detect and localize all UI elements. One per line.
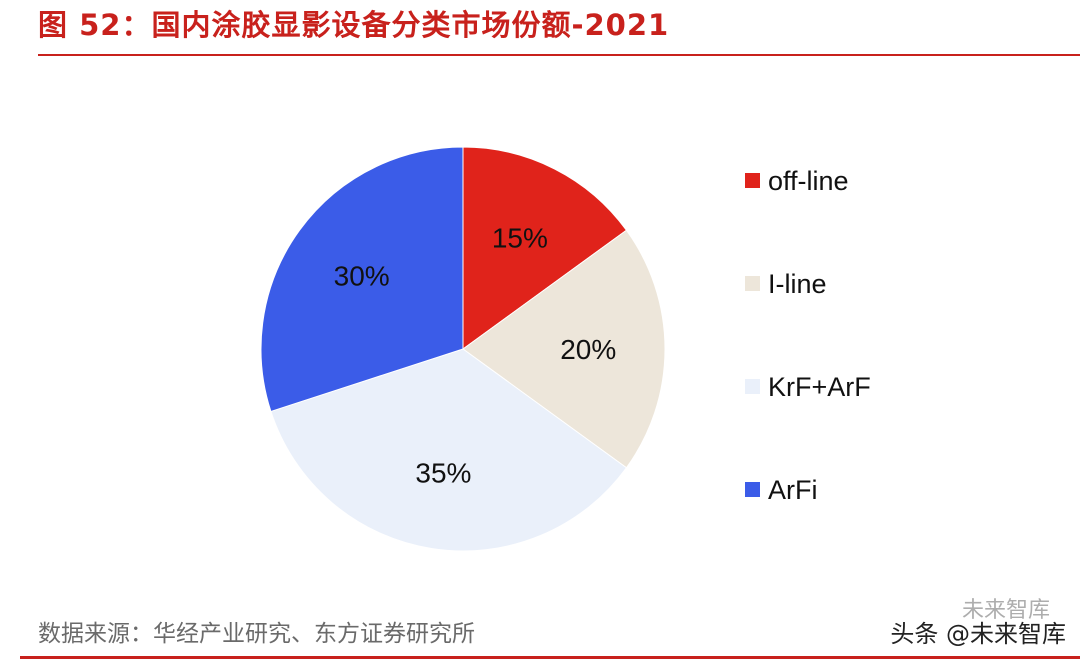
slice-label-off-line: 15% — [492, 222, 548, 253]
slice-label-krf-arf: 35% — [415, 458, 471, 489]
pie-slice-i-line — [462, 229, 666, 469]
pie-slice-krf-arf — [270, 348, 628, 552]
legend-item-krf-arf: KrF+ArF — [745, 372, 871, 403]
legend-label: ArFi — [768, 475, 818, 505]
slice-label-arfi: 30% — [334, 260, 390, 291]
legend-item-i-line: I-line — [745, 269, 827, 300]
legend-label: off-line — [768, 166, 849, 196]
legend-item-off-line: off-line — [745, 166, 849, 197]
chart-title: 图 52：国内涂胶显影设备分类市场份额-2021 — [38, 8, 670, 42]
legend-swatch — [745, 379, 760, 394]
source-note: 数据来源：华经产业研究、东方证券研究所 — [38, 621, 475, 647]
pie-slice-off-line — [462, 146, 628, 350]
watermark-faint: 未来智库 — [961, 598, 1050, 623]
legend-label: KrF+ArF — [768, 372, 871, 402]
legend-swatch — [745, 173, 760, 188]
legend-swatch — [745, 482, 760, 497]
legend-label: I-line — [768, 269, 827, 299]
title-underline — [38, 54, 1080, 56]
bottom-rule — [20, 656, 1080, 659]
legend-swatch — [745, 276, 760, 291]
legend-item-arfi: ArFi — [745, 475, 818, 506]
pie-slice-arfi — [260, 146, 464, 413]
slice-label-i-line: 20% — [560, 334, 616, 365]
watermark: 头条 @未来智库 — [890, 620, 1066, 648]
